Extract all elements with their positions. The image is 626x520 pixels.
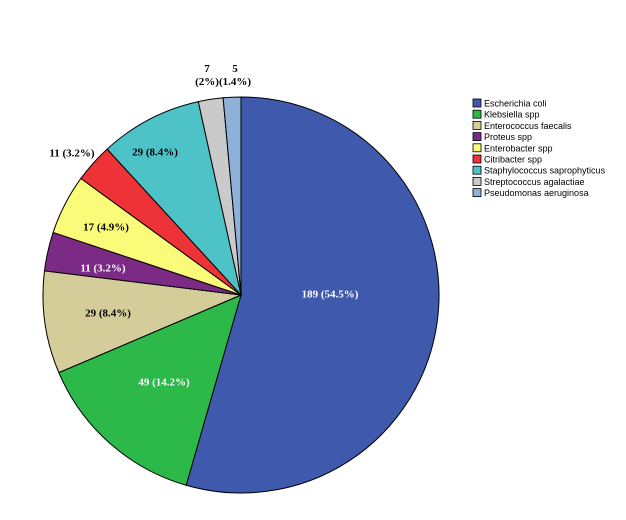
legend-swatch (472, 143, 482, 153)
slice-label: 189 (54.5%) (302, 289, 359, 301)
legend-swatch (472, 109, 482, 119)
pie-slice-escherichia-coli (185, 96, 440, 494)
legend-entry: Klebsiella spp (484, 110, 540, 120)
pie-slice-klebsiella-spp (58, 294, 242, 486)
slice-labels: 189 (54.5%) 49 (14.2%) 29 (8.4%) 11 (3.2%) 1… (49, 63, 358, 389)
legend-swatch (472, 165, 482, 175)
slice-label: 11 (3.2%) (80, 263, 126, 275)
legend-entry: Streptococcus agalactiae (484, 177, 585, 187)
legend-swatch (472, 188, 482, 198)
slice-label: 49 (14.2%) (138, 377, 190, 389)
slice-label: 7 (2%) (195, 63, 219, 88)
legend-entry: Escherichia coli (484, 99, 547, 109)
legend-entry: Staphylococcus saprophyticus (484, 166, 606, 176)
slice-label: 17 (4.9%) (83, 222, 129, 234)
legend-entry: Citribacter spp (484, 155, 542, 165)
legend-swatch (472, 132, 482, 142)
legend-entry: Pseudomonas aeruginosa (484, 188, 589, 198)
legend-swatch (472, 98, 482, 108)
slice-label: 5 (1.4%) (219, 63, 251, 88)
slice-label: 11 (3.2%) (49, 148, 95, 160)
legend-entry: Proteus spp (484, 132, 532, 142)
pie-slice-staphylococcus-saprophyticus (106, 101, 242, 297)
legend-entry: Enterobacter spp (484, 143, 553, 153)
slice-label: 29 (8.4%) (132, 147, 178, 159)
legend-swatch (472, 176, 482, 186)
slice-label: 29 (8.4%) (85, 308, 131, 320)
legend-swatch (472, 154, 482, 164)
pie-slice-enterococcus-faecalis (42, 270, 243, 374)
pie-slice-pseudomonas-aeruginosa (222, 96, 242, 296)
legend-swatch (472, 121, 482, 130)
pie-slices (42, 96, 440, 494)
legend-entry: Enterococcus faecalis (484, 121, 572, 131)
